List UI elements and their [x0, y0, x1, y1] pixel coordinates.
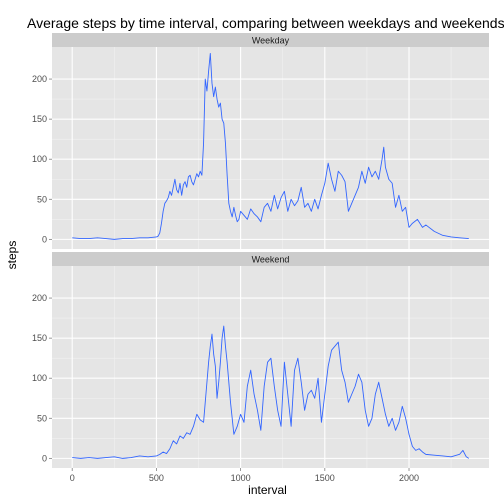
- facet-strip-background: [52, 252, 489, 266]
- facet-strip-label: Weekend: [252, 255, 290, 265]
- y-tick-label: 200: [32, 293, 47, 303]
- x-axis: 0 500 1000 1500 2000: [70, 468, 419, 483]
- series-line-weekday: [72, 52, 469, 240]
- x-tick-label: 1500: [315, 473, 335, 483]
- series-line-weekend: [72, 325, 470, 459]
- y-tick-label: 0: [42, 234, 47, 244]
- y-axis-label: steps: [5, 241, 19, 270]
- x-tick-label: 1000: [231, 473, 251, 483]
- y-tick-label: 150: [32, 114, 47, 124]
- x-tick-label: 500: [149, 473, 164, 483]
- facet-strip-label: Weekday: [252, 36, 290, 46]
- panel-background: [52, 266, 489, 468]
- y-tick-label: 100: [32, 154, 47, 164]
- x-tick-label: 2000: [399, 473, 419, 483]
- y-tick-label: 200: [32, 74, 47, 84]
- y-tick-label: 50: [37, 413, 47, 423]
- y-tick-label: 50: [37, 194, 47, 204]
- facet-panel-weekday: Weekday 0 50 100 150 200: [32, 33, 489, 249]
- panel-background: [52, 47, 489, 249]
- x-tick-label: 0: [70, 473, 75, 483]
- x-axis-label: interval: [248, 483, 287, 497]
- y-tick-label: 100: [32, 373, 47, 383]
- chart-title: Average steps by time interval, comparin…: [27, 15, 504, 31]
- y-tick-label: 0: [42, 453, 47, 463]
- facet-panel-weekend: Weekend 0 50 100 150 200: [32, 252, 489, 468]
- facet-strip-background: [52, 33, 489, 47]
- y-tick-label: 150: [32, 333, 47, 343]
